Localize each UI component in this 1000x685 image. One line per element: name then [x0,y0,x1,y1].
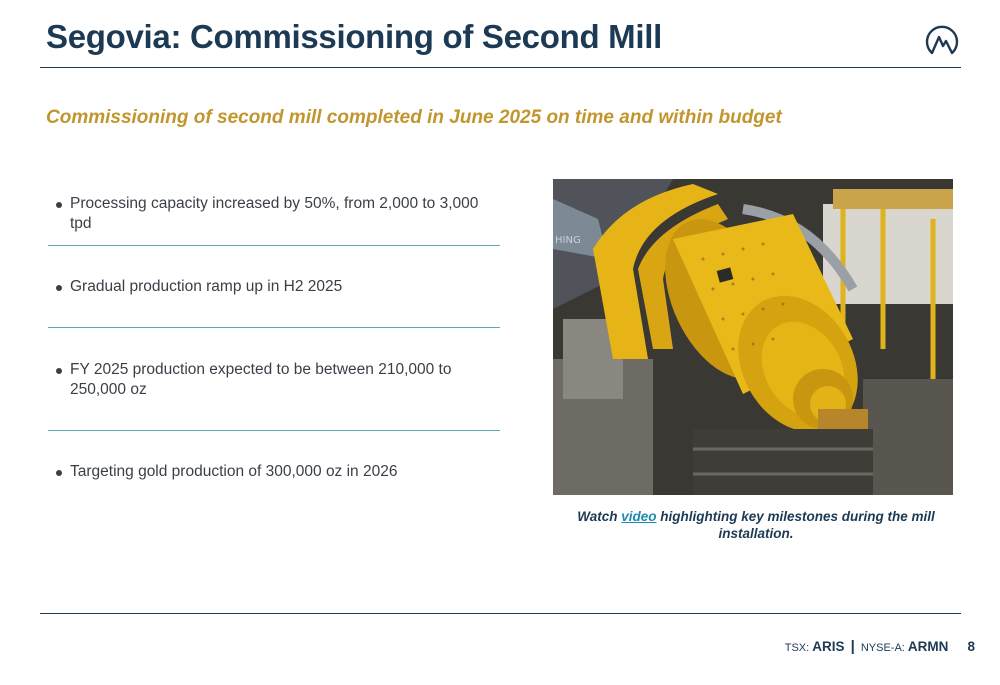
aris-mountain-logo-icon [925,25,959,55]
bullet-item-capacity: Processing capacity increased by 50%, fr… [48,194,500,234]
nyse-label: NYSE-A: [860,642,905,654]
nyse-ticker: ARMN [907,639,949,654]
caption-prefix: Watch [577,509,622,524]
caption-suffix: highlighting key milestones during the m… [656,509,935,541]
tsx-ticker: ARIS [812,639,845,654]
slide-subtitle: Commissioning of second mill completed i… [46,107,782,128]
page-number: 8 [967,639,975,654]
ticker-separator: | [850,638,855,655]
video-link[interactable]: video [621,509,657,524]
page-title: Segovia: Commissioning of Second Mill [46,18,662,55]
photo-sign-text: HING [555,235,581,246]
tsx-label: TSX: [784,642,810,654]
bullet-divider [48,327,500,328]
ball-mill-photo: HING [553,179,953,495]
bullet-divider [48,245,500,246]
bullet-item-target-2026: Targeting gold production of 300,000 oz … [48,462,500,482]
bullet-item-fy2025: FY 2025 production expected to be betwee… [48,360,470,400]
bullet-item-ramp-up: Gradual production ramp up in H2 2025 [48,277,500,297]
footer: TSX: ARIS | NYSE-A: ARMN 8 [785,638,975,655]
bullet-divider [48,430,500,431]
video-caption: Watch video highlighting key milestones … [553,508,959,542]
header-divider [40,67,961,68]
footer-divider [40,613,961,614]
